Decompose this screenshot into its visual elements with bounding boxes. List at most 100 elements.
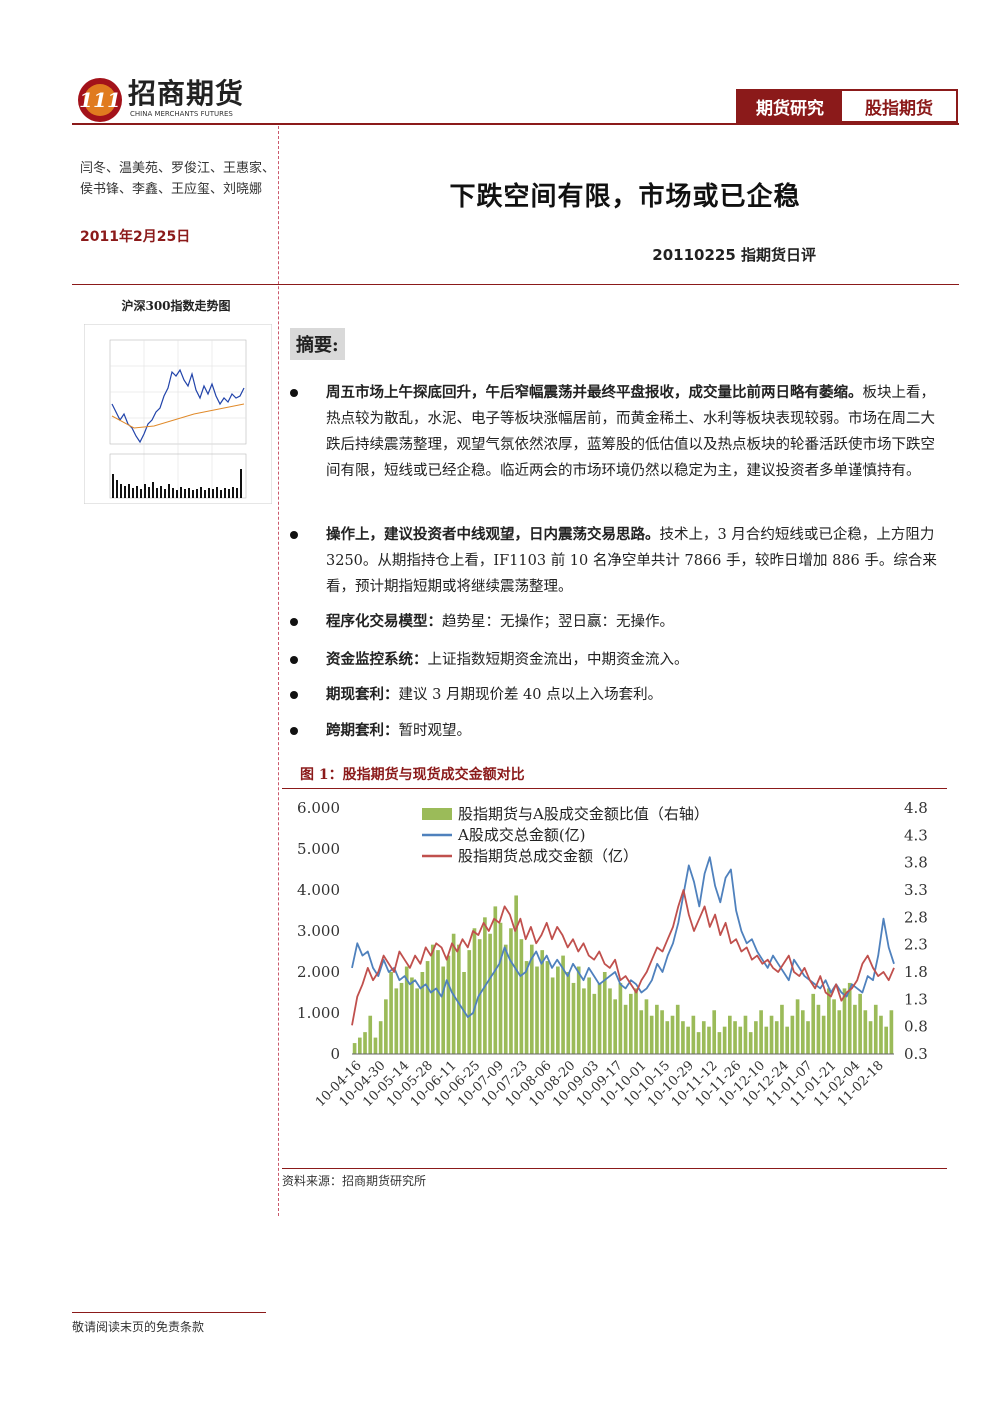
ratio-bar (472, 928, 477, 1054)
bullet-lead: 周五市场上午探底回升，午后窄幅震荡并最终平盘报收，成交量比前两日略有萎缩。 (326, 384, 863, 401)
bullet-lead: 期现套利： (326, 686, 399, 703)
ratio-bar (681, 1021, 685, 1054)
company-logo: 111 (78, 78, 122, 122)
ratio-bar (816, 1004, 821, 1054)
y-right-tick-label: 4.3 (904, 826, 928, 844)
ratio-bar (858, 993, 862, 1054)
ratio-bar (519, 939, 524, 1054)
ratio-bar (644, 999, 649, 1054)
bullet-lead: 程序化交易模型： (326, 613, 442, 630)
ratio-bar (503, 944, 508, 1054)
ratio-bar (592, 993, 597, 1054)
ratio-bar (769, 1015, 774, 1054)
ratio-bar (884, 1026, 889, 1054)
legend-label: 股指期货总成交金额（亿） (458, 847, 638, 865)
figure-title: 图 1：股指期货与现货成交金额对比 (300, 767, 525, 783)
ratio-bar (634, 988, 638, 1054)
y-right-tick-label: 3.8 (904, 854, 928, 872)
summary-bullet: 操作上，建议投资者中线观望，日内震荡交易思路。技术上，3 月合约短线或已企稳，上… (290, 522, 945, 600)
ratio-bar (759, 1010, 763, 1054)
ratio-bar (675, 1004, 680, 1054)
header-rule (72, 123, 959, 125)
tag-futures-research: 期货研究 (738, 91, 842, 121)
ratio-bar (660, 1010, 664, 1054)
company-name-en: CHINA MERCHANTS FUTURES (130, 110, 233, 118)
ratio-bar (722, 1026, 727, 1054)
turnover-comparison-chart: 0 1.000 2.000 3.000 4.000 5.000 6.000 0.3 0.8 1.3… (297, 799, 928, 1110)
futures-turnover-line (351, 889, 895, 1026)
ratio-bar (686, 1026, 690, 1054)
ratio-bar (868, 1021, 873, 1054)
ratio-bar (352, 1043, 357, 1054)
summary-bullet: 跨期套利：暂时观望。 (290, 718, 945, 744)
ratio-bar (498, 922, 503, 1054)
bullet-icon (290, 531, 298, 539)
ratio-bar (691, 1015, 696, 1054)
ratio-bar (821, 1015, 826, 1054)
ratio-bar (728, 1015, 732, 1054)
title-rule (72, 284, 959, 285)
ratio-bar (806, 1021, 810, 1054)
ratio-bar (535, 966, 539, 1054)
summary-bullet: 资金监控系统：上证指数短期资金流出，中期资金流入。 (290, 647, 945, 673)
ratio-bar (743, 1015, 748, 1054)
ratio-bar (613, 999, 618, 1054)
bullet-text: 技术上，3 月合约短线或已企稳，上方阻力 3250。从期指持仓上看，IF1103… (326, 527, 937, 595)
ratio-bar (754, 1021, 758, 1054)
ratio-bar (410, 977, 414, 1054)
figure-bottom-rule (282, 1168, 947, 1169)
ratio-bar (853, 1004, 857, 1054)
a-share-turnover-line (351, 856, 895, 1019)
bullet-icon (290, 691, 298, 699)
ratio-bar (540, 950, 545, 1054)
ratio-bar (811, 993, 816, 1054)
ratio-bar (649, 1015, 654, 1054)
column-divider (278, 126, 279, 1216)
ratio-bar (545, 961, 550, 1054)
ratio-bar (707, 1026, 711, 1054)
ratio-bar (373, 1037, 378, 1054)
y-left-tick-label: 5.000 (297, 840, 340, 858)
y-left-tick-label: 4.000 (297, 881, 340, 899)
ratio-bar (733, 1021, 737, 1054)
ratio-bar (748, 1032, 753, 1054)
ratio-bar (618, 982, 623, 1054)
bullet-text: 趋势星：无操作；翌日赢：无操作。 (442, 614, 674, 630)
ratio-bar (696, 1032, 701, 1054)
ratio-bar (457, 944, 461, 1054)
y-left-tick-label: 1.000 (297, 1004, 340, 1022)
bullet-icon (290, 727, 298, 735)
ratio-bar (441, 966, 446, 1054)
bullet-lead: 跨期套利： (326, 722, 399, 739)
y-right-tick-label: 1.8 (904, 963, 928, 981)
ratio-bar (384, 999, 388, 1054)
ratio-bar (467, 950, 472, 1054)
ratio-bar (832, 999, 836, 1054)
ratio-bar (795, 999, 800, 1054)
ratio-bar (576, 966, 581, 1054)
ratio-bar (837, 1010, 842, 1054)
ratio-bar (602, 972, 607, 1054)
bullet-text: 板块上看，热点较为散乱，水泥、电子等板块涨幅居前，而黄金稀土、水利等板块表现较弱… (326, 385, 935, 479)
summary-bullet: 期现套利：建议 3 月期现价差 40 点以上入场套利。 (290, 682, 945, 708)
ratio-bar (363, 1032, 367, 1054)
y-right-tick-label: 4.8 (904, 799, 928, 817)
ratio-bar (462, 972, 466, 1054)
ratio-bar (430, 944, 435, 1054)
company-name: 招商期货 (128, 77, 245, 110)
ratio-bar (628, 993, 633, 1054)
ratio-bar (665, 1021, 670, 1054)
category-tags: 期货研究 股指期货 (736, 89, 958, 123)
y-left-tick-label: 2.000 (297, 963, 340, 981)
ratio-bar (639, 1010, 644, 1054)
legend-label: 股指期货与A股成交金额比值（右轴） (458, 805, 709, 823)
y-left-tick-label: 6.000 (297, 799, 340, 817)
ratio-bar (785, 1026, 789, 1054)
ratio-bar (873, 1004, 878, 1054)
ratio-bar (582, 988, 586, 1054)
report-date: 2011年2月25日 (80, 229, 191, 245)
report-title: 下跌空间有限，市场或已企稳 (449, 182, 801, 212)
ratio-bar (847, 982, 852, 1054)
ratio-bar (717, 1032, 722, 1054)
ratio-bar (889, 1010, 894, 1054)
